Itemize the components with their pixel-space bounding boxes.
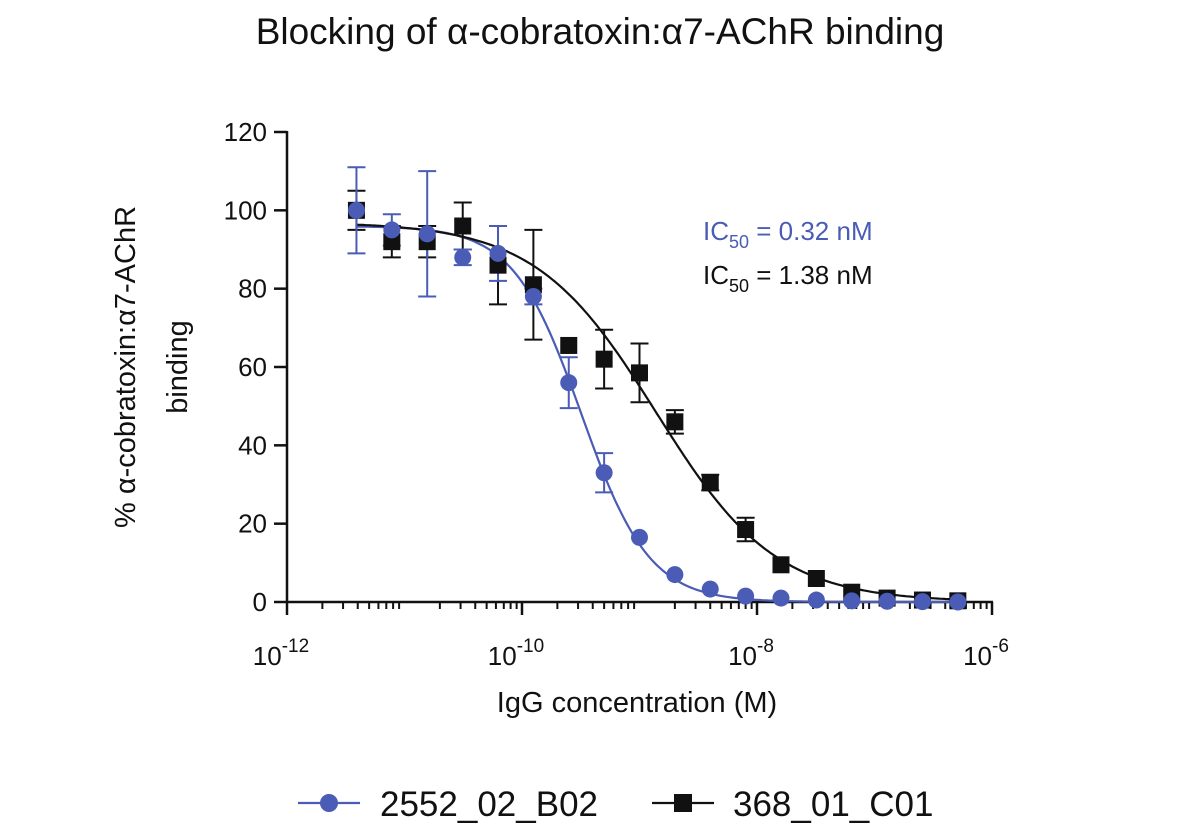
data-point-circle xyxy=(878,592,896,610)
data-point-circle xyxy=(489,244,507,262)
legend: 2552_02_B02 368_01_C01 xyxy=(298,785,933,824)
data-point-circle xyxy=(418,225,436,243)
data-point-circle xyxy=(737,587,755,605)
ic50-label-368_01_C01: IC50 = 1.38 nM xyxy=(703,260,873,296)
legend-marker-circle xyxy=(320,794,338,812)
data-point-circle xyxy=(631,528,648,546)
data-point-square xyxy=(666,413,684,431)
data-point-circle xyxy=(807,591,825,609)
data-point-square xyxy=(807,570,825,587)
data-point-square xyxy=(454,217,472,235)
error-bars xyxy=(347,166,755,543)
data-point-square xyxy=(701,474,719,492)
data-point-square xyxy=(524,276,542,294)
y-tick-label: 40 xyxy=(238,430,267,460)
data-point-circle xyxy=(454,248,472,266)
y-axis-label-line2: binding xyxy=(162,320,194,414)
x-axis-label: IgG concentration (M) xyxy=(497,687,777,719)
data-point-square xyxy=(631,364,648,382)
y-tick-label: 100 xyxy=(224,195,267,225)
legend-marker-square xyxy=(674,794,692,812)
ic50-annotations: IC50 = 0.32 nM IC50 = 1.38 nM xyxy=(703,216,873,296)
x-tick-label: 10-8 xyxy=(728,636,774,671)
data-point-circle xyxy=(701,580,719,598)
data-point-circle xyxy=(949,593,967,611)
data-point-circle xyxy=(524,288,542,305)
y-tick-label: 0 xyxy=(253,587,267,617)
data-point-circle xyxy=(347,201,365,219)
data-point-square xyxy=(560,336,578,354)
data-point-square xyxy=(489,256,507,274)
y-tick-label: 20 xyxy=(238,509,267,539)
data-point-square xyxy=(772,556,790,574)
y-axis-label-line1: % α-cobratoxin:α7-AChR xyxy=(110,206,142,528)
axes: 0 20 40 60 80 100 120 10-12 10-10 10-8 10-6 xyxy=(224,117,1009,671)
data-point-circle xyxy=(560,374,578,392)
data-point-circle xyxy=(913,593,931,611)
x-tick-label: 10-10 xyxy=(488,636,544,671)
y-tick-label: 120 xyxy=(224,117,267,147)
data-point-circle xyxy=(843,592,861,610)
data-point-circle xyxy=(666,566,684,584)
ic50-label-2552_02_B02: IC50 = 0.32 nM xyxy=(703,216,873,252)
x-tick-label: 10-6 xyxy=(963,636,1009,671)
data-point-square xyxy=(383,233,401,251)
data-point-square xyxy=(595,350,613,368)
data-point-circle xyxy=(595,464,613,482)
x-tick-label: 10-12 xyxy=(253,636,309,671)
data-point-circle xyxy=(772,589,790,607)
y-tick-label: 80 xyxy=(238,274,267,304)
data-points xyxy=(347,201,967,611)
data-point-circle xyxy=(383,221,401,239)
legend-label-368_01_C01: 368_01_C01 xyxy=(733,785,933,824)
y-tick-label: 60 xyxy=(238,352,267,382)
legend-label-2552_02_B02: 2552_02_B02 xyxy=(380,785,598,824)
data-point-square xyxy=(737,521,755,539)
chart-title: Blocking of α-cobratoxin:α7-AChR binding xyxy=(256,11,945,52)
